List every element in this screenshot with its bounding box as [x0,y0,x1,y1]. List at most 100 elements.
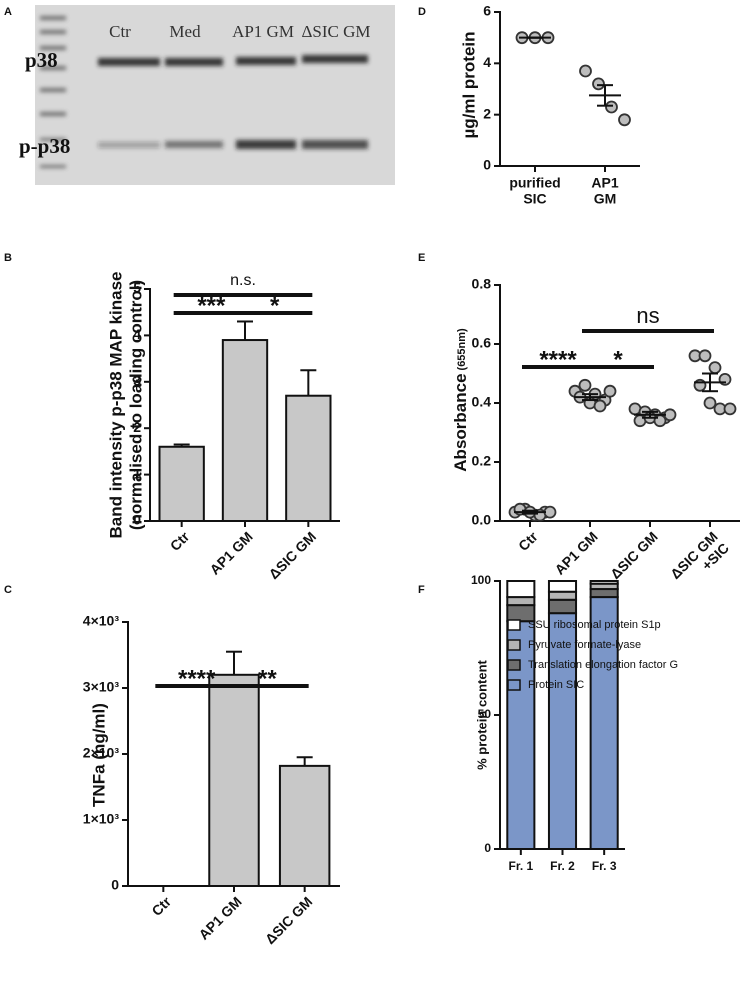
y-tick-label: 0 [133,512,141,528]
band-label: p38 [25,48,58,72]
data-point [708,361,722,375]
lane-label: AP1 GM [232,22,294,41]
significance-label: **** [178,665,216,692]
bar-segment [547,580,578,593]
data-point [663,408,677,422]
x-tick-label: SIC [523,191,546,207]
data-point [698,349,712,363]
x-tick-label: AP1 GM [206,528,255,577]
bar-segment [506,596,536,607]
data-point [579,64,592,78]
data-point [618,113,631,127]
bar-segment [589,588,619,599]
x-tick-label: AP1 GM [195,893,244,942]
x-tick-label: Fr. 3 [592,859,617,873]
y-tick-label: 4×10³ [83,613,120,629]
chart-panel: Band intensity p-p38 MAP kinase (normalis… [106,271,340,582]
panel-label: B [4,252,12,264]
panel-label: A [4,6,12,18]
bar-segment [547,590,578,601]
y-axis-label: % protein content [474,659,489,769]
x-tick-label: Ctr [148,893,174,919]
significance-label: * [613,346,623,373]
bar [221,339,269,523]
y-tick-label: 2 [133,419,141,435]
data-point [593,399,607,413]
x-tick-label: Fr. 2 [550,859,575,873]
p-p38-bands [98,140,368,149]
bar [158,445,205,523]
significance-label: **** [539,346,577,373]
data-point [703,396,717,410]
significance-label: n.s. [230,272,256,289]
y-axis-label-unit: (655nm) [456,328,468,371]
y-tick-label: 1 [133,465,141,481]
y-tick-label: 4 [483,54,491,70]
lane-label: ΔSIC GM [301,22,370,41]
y-tick-label: 0.4 [472,394,492,410]
bar [285,394,332,522]
y-tick-label: 0 [484,841,491,855]
lane-label: Med [169,22,201,41]
bar-segment [506,580,536,599]
legend-label: SSU ribosomal protein S1p [528,619,661,631]
x-tick-label: AP1 [591,175,618,191]
band-label: p-p38 [19,134,70,158]
y-tick-label: 0.8 [472,276,492,292]
y-tick-label: 0.6 [472,335,492,351]
y-axis-label: TNFa (ng/ml) [89,703,108,807]
y-tick-label: 2×10³ [83,745,120,761]
legend-swatch [507,639,521,651]
y-tick-label: 4 [133,326,141,342]
data-point [605,100,618,114]
y-tick-label: 1×10³ [83,811,120,827]
western-blot: Ctr Med AP1 GM ΔSIC GM p38 p-p38 [19,5,395,185]
legend-label: Protein SIC [528,679,584,691]
y-axis-label: (normalised to loading control) [126,280,145,530]
y-tick-label: 3 [133,373,141,389]
y-tick-label: 5 [133,280,141,296]
data-point [592,77,605,91]
bar-segment [589,596,619,851]
y-tick-label: 0 [111,877,119,893]
data-point [603,384,617,398]
legend-swatch [507,659,521,671]
legend-label: Pyruvate formate-lyase [528,639,641,651]
y-tick-label: 2 [483,105,491,121]
legend-label: Translation elongation factor G [528,659,678,671]
y-tick-label: 0 [483,157,491,173]
chart-panel: % protein content 0 50 100 Fr. 1 Fr. 2 Fr. 3 Pr… [471,573,678,873]
bar-segment [547,598,578,615]
significance-label: ** [258,665,277,692]
significance-label: * [270,292,280,319]
x-tick-label: Ctr [167,528,193,554]
y-tick-label: 3×10³ [83,679,120,695]
legend-swatch [507,679,521,691]
y-tick-label: 0.2 [472,453,492,469]
y-tick-label: 6 [483,3,491,19]
x-tick-label: GM [594,191,617,207]
y-axis-label: Absorbance (655nm) [451,328,470,472]
p38-bands [98,55,368,66]
bar-segment [506,620,536,851]
data-point [578,378,592,392]
legend-swatch [507,619,521,631]
data-point [723,402,737,416]
chart-panel: Absorbance (655nm) 0.0 0.2 0.4 0.6 0.8 Ctr AP1 G… [451,276,740,582]
y-tick-label: 100 [471,573,491,587]
panel-label: F [418,584,425,596]
x-tick-label: ΔSIC GM [265,528,319,582]
x-tick-label: purified [509,175,560,191]
chart-panel: TNFa (ng/ml) 0 1×10³ 2×10³ 3×10³ 4×10³ Ctr AP1 … [83,613,340,947]
panel-label: C [4,584,12,596]
y-axis-label: µg/ml protein [459,31,478,138]
y-tick-label: 50 [478,707,492,721]
bar-segment [589,580,619,585]
significance-label: *** [197,292,226,319]
x-tick-label: Fr. 1 [508,859,533,873]
significance-label: ns [636,303,659,328]
blot-image [35,5,395,185]
lane-label: Ctr [109,22,131,41]
